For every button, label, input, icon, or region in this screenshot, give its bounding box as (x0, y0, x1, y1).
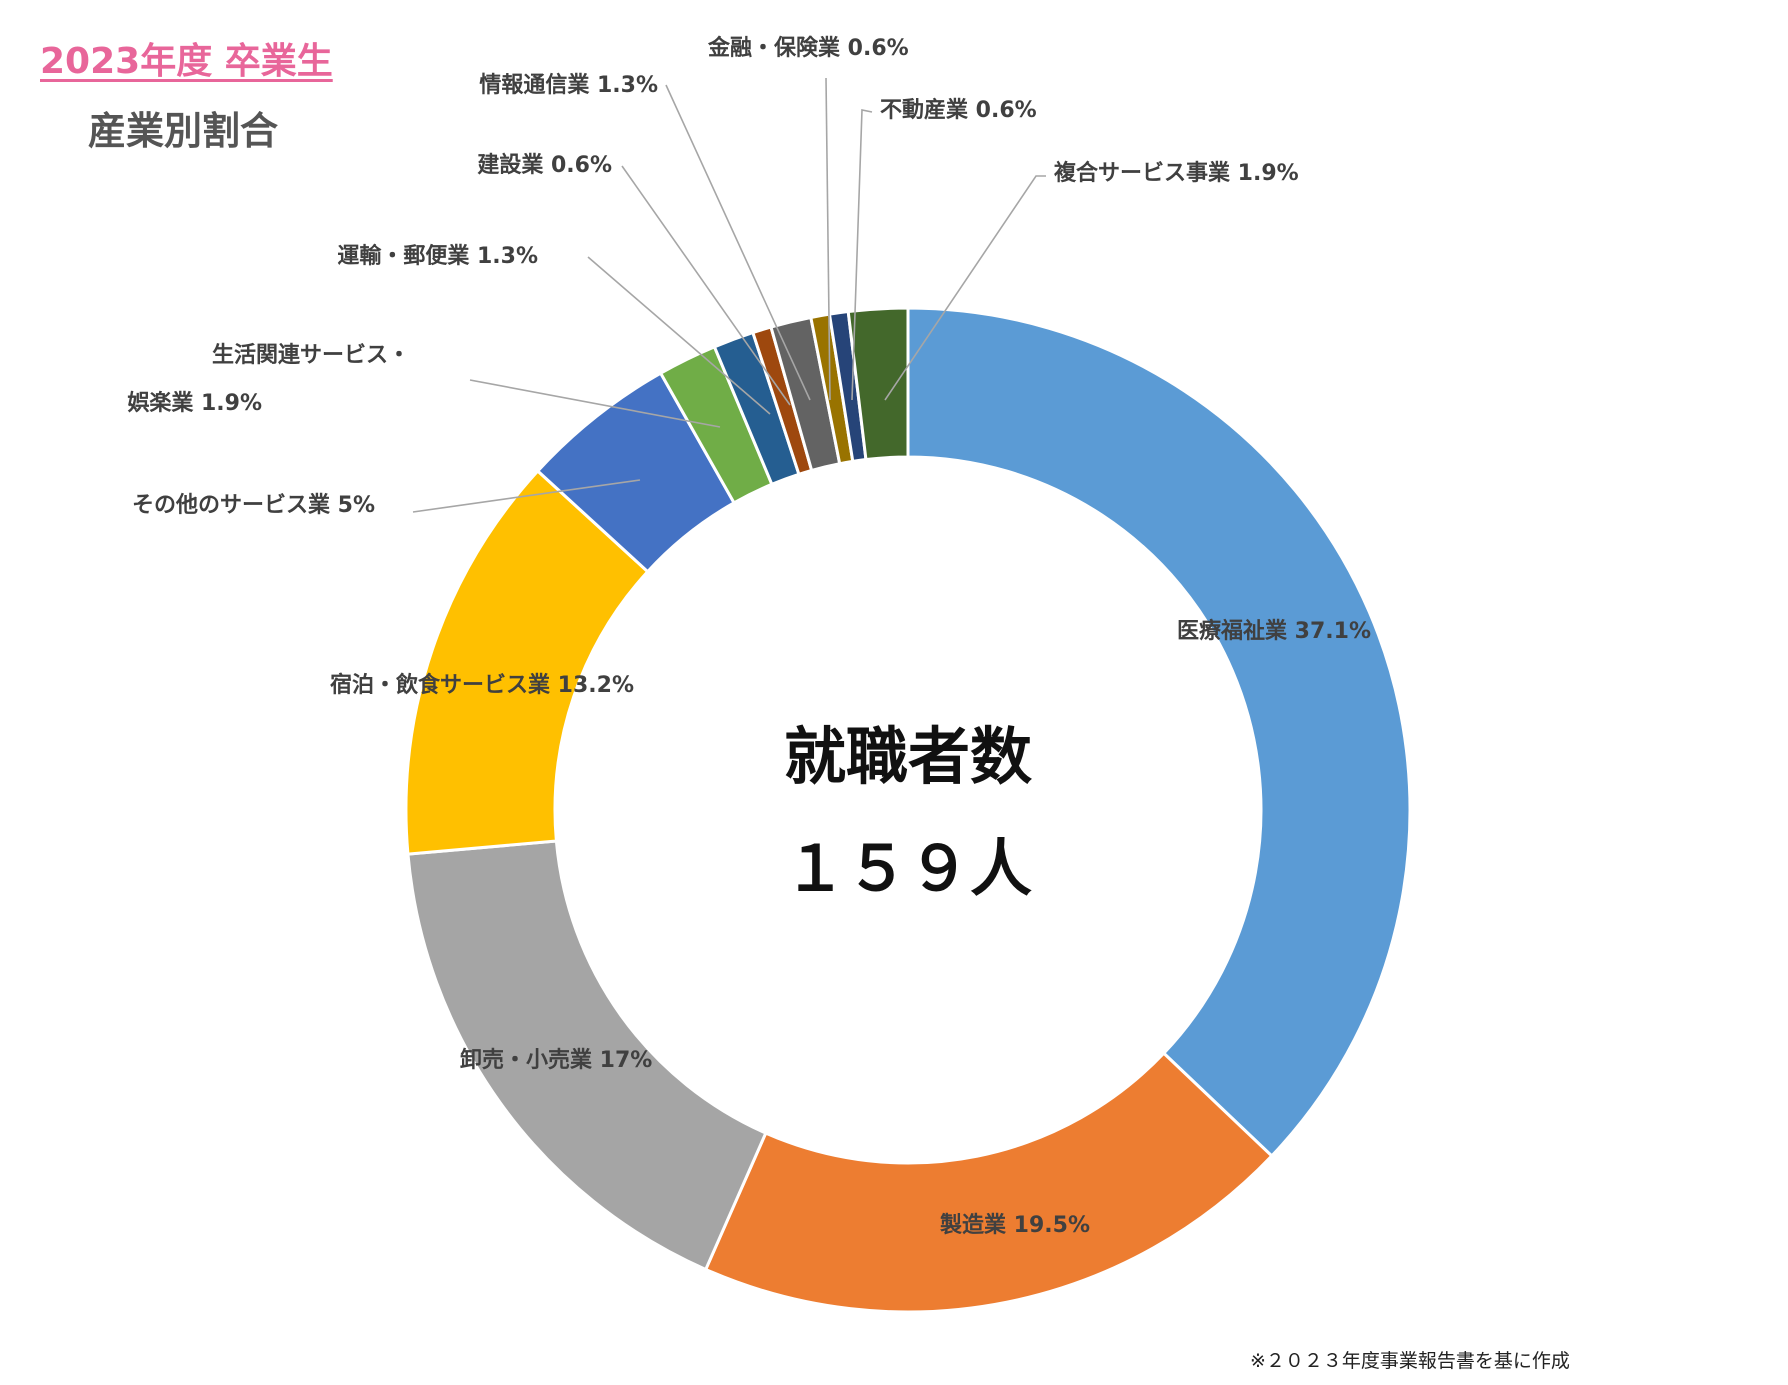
slice-label-5: その他のサービス業 5% (132, 493, 375, 518)
leader-line-10 (825, 77, 831, 401)
slice-label-6-line-2: 娯楽業 1.9% (127, 390, 262, 416)
slice-1 (906, 306, 1412, 1159)
slice-label-9: 情報通信業 1.3% (479, 72, 658, 98)
leader-line-7 (587, 256, 771, 415)
center-label: 就職者数 (784, 720, 1032, 793)
slice-label-3: 卸売・小売業 17% (460, 1047, 652, 1073)
slice-label-7: 運輸・郵便業 1.3% (337, 243, 538, 269)
slice-label-4: 宿泊・飲食サービス業 13.2% (330, 672, 634, 698)
page-title: 2023年度 卒業生 (40, 41, 333, 82)
footnote: ※２０２３年度事業報告書を基に作成 (1250, 1350, 1570, 1372)
leader-line-6 (469, 379, 721, 428)
leader-line-12 (884, 175, 1046, 401)
leader-line-5 (412, 479, 641, 513)
slice-label-2: 製造業 19.5% (939, 1212, 1090, 1238)
page-subtitle: 産業別割合 (88, 109, 279, 153)
leader-line-11 (851, 109, 873, 401)
slice-label-1: 医療福祉業 37.1% (1177, 618, 1371, 644)
leader-line-8 (621, 165, 791, 406)
chart-leader-lines (412, 77, 1046, 513)
slice-12 (846, 306, 910, 462)
chart-slices (404, 306, 1412, 1314)
slice-2 (703, 1051, 1274, 1314)
slice-label-12: 複合サービス事業 1.9% (1054, 160, 1299, 186)
slice-label-8: 建設業 0.6% (477, 152, 612, 178)
chart-labels: 医療福祉業 37.1% 製造業 19.5% 卸売・小売業 17% 宿泊・飲食サービス業… (127, 35, 1371, 1238)
slice-label-10: 金融・保険業 0.6% (707, 35, 909, 61)
slice-label-6-line-1: 生活関連サービス・ (212, 343, 410, 368)
slice-label-11: 不動産業 0.6% (880, 97, 1037, 123)
center-count: １５９人 (784, 832, 1032, 905)
leader-line-9 (665, 84, 811, 401)
